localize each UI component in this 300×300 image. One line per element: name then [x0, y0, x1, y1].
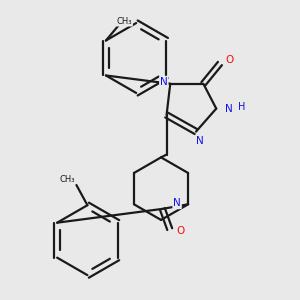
Text: CH₃: CH₃ — [117, 17, 132, 26]
Text: CH₃: CH₃ — [59, 175, 75, 184]
Text: N: N — [173, 198, 181, 208]
Text: O: O — [177, 226, 185, 236]
Text: H: H — [238, 102, 246, 112]
Text: N: N — [196, 136, 204, 146]
Text: N: N — [225, 103, 233, 114]
Text: O: O — [225, 55, 233, 65]
Text: N: N — [160, 77, 168, 87]
